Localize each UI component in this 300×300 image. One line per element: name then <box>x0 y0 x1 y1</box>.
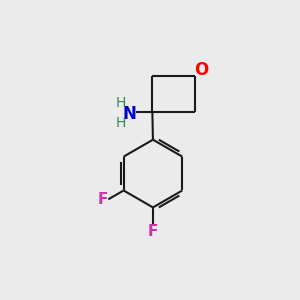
Text: F: F <box>97 192 108 207</box>
Text: O: O <box>194 61 208 79</box>
Text: F: F <box>148 224 158 239</box>
Text: N: N <box>123 105 136 123</box>
Text: H: H <box>116 116 126 130</box>
Text: H: H <box>116 97 126 110</box>
